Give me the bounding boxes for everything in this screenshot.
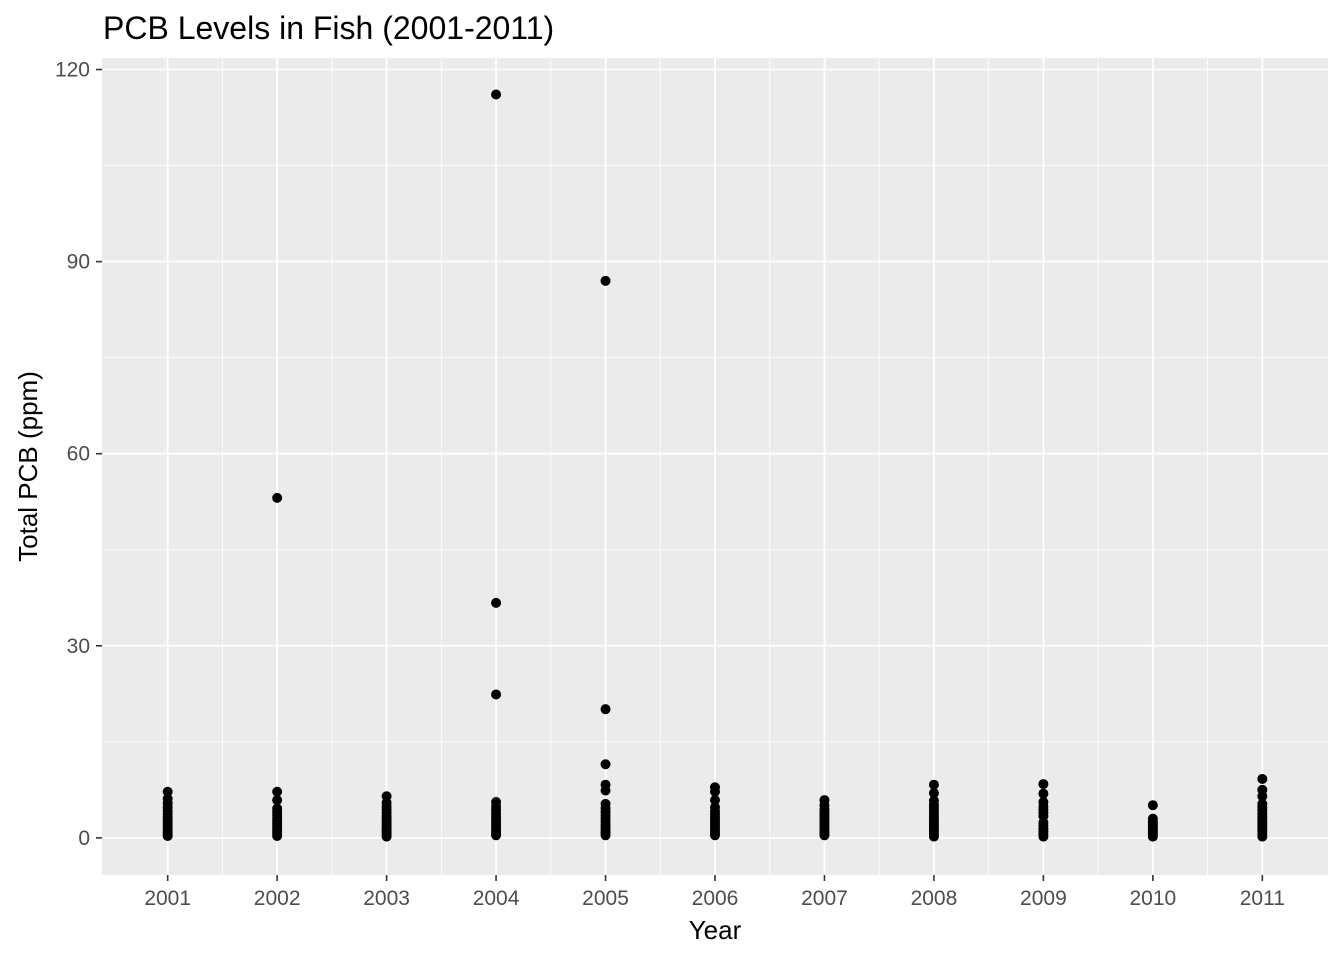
y-tick-label: 120 bbox=[55, 59, 90, 82]
data-point bbox=[1147, 813, 1158, 824]
data-point bbox=[1257, 773, 1268, 784]
data-point bbox=[381, 791, 392, 802]
data-point bbox=[491, 689, 502, 700]
data-point bbox=[1038, 788, 1049, 799]
y-tick-label: 60 bbox=[67, 443, 90, 466]
data-point bbox=[272, 803, 283, 814]
data-point bbox=[1038, 779, 1049, 790]
data-point bbox=[1038, 797, 1049, 808]
data-point bbox=[1147, 800, 1158, 811]
x-tick-label: 2004 bbox=[473, 887, 520, 910]
data-point bbox=[272, 795, 283, 806]
x-tick-label: 2011 bbox=[1240, 887, 1285, 910]
x-tick-label: 2005 bbox=[582, 887, 629, 910]
data-point bbox=[162, 786, 173, 797]
data-point bbox=[162, 793, 173, 804]
data-point bbox=[491, 89, 502, 100]
data-point bbox=[928, 788, 939, 799]
data-point bbox=[272, 786, 283, 797]
x-axis-title: Year bbox=[689, 915, 742, 945]
data-point bbox=[600, 704, 611, 715]
x-tick-label: 2006 bbox=[692, 887, 739, 910]
y-axis-title: Total PCB (ppm) bbox=[13, 371, 43, 562]
x-tick-label: 2009 bbox=[1020, 887, 1067, 910]
data-point bbox=[272, 492, 283, 503]
x-tick-label: 2001 bbox=[144, 887, 191, 910]
data-point bbox=[710, 782, 720, 793]
x-tick-labels: 2001 2002 2003 2004 2005 2006 2007 2008 2009 2010… bbox=[144, 887, 1285, 910]
y-tick-labels: 0 30 60 90 120 bbox=[55, 59, 90, 850]
data-point bbox=[710, 802, 720, 813]
x-tick-label: 2002 bbox=[254, 887, 301, 910]
data-point bbox=[600, 779, 611, 790]
data-point bbox=[819, 795, 830, 806]
x-tick-label: 2007 bbox=[801, 887, 848, 910]
data-point bbox=[1257, 798, 1268, 809]
y-tick-label: 0 bbox=[78, 827, 90, 850]
major-gridlines bbox=[102, 58, 1328, 875]
axis-ticks bbox=[96, 68, 1264, 881]
y-tick-label: 30 bbox=[67, 635, 90, 658]
x-tick-label: 2010 bbox=[1129, 887, 1176, 910]
data-point bbox=[491, 597, 502, 608]
x-tick-label: 2008 bbox=[911, 887, 958, 910]
minor-gridlines bbox=[102, 58, 1328, 875]
data-point bbox=[600, 798, 611, 809]
data-point bbox=[710, 795, 720, 806]
data-point bbox=[600, 759, 611, 770]
x-tick-label: 2003 bbox=[363, 887, 410, 910]
data-point bbox=[600, 275, 611, 286]
data-point bbox=[491, 797, 502, 808]
data-point bbox=[928, 779, 939, 790]
data-points bbox=[162, 89, 1268, 842]
data-point bbox=[928, 795, 939, 806]
chart-title: PCB Levels in Fish (2001-2011) bbox=[103, 10, 555, 46]
y-tick-label: 90 bbox=[67, 251, 90, 274]
data-point bbox=[1257, 784, 1268, 795]
